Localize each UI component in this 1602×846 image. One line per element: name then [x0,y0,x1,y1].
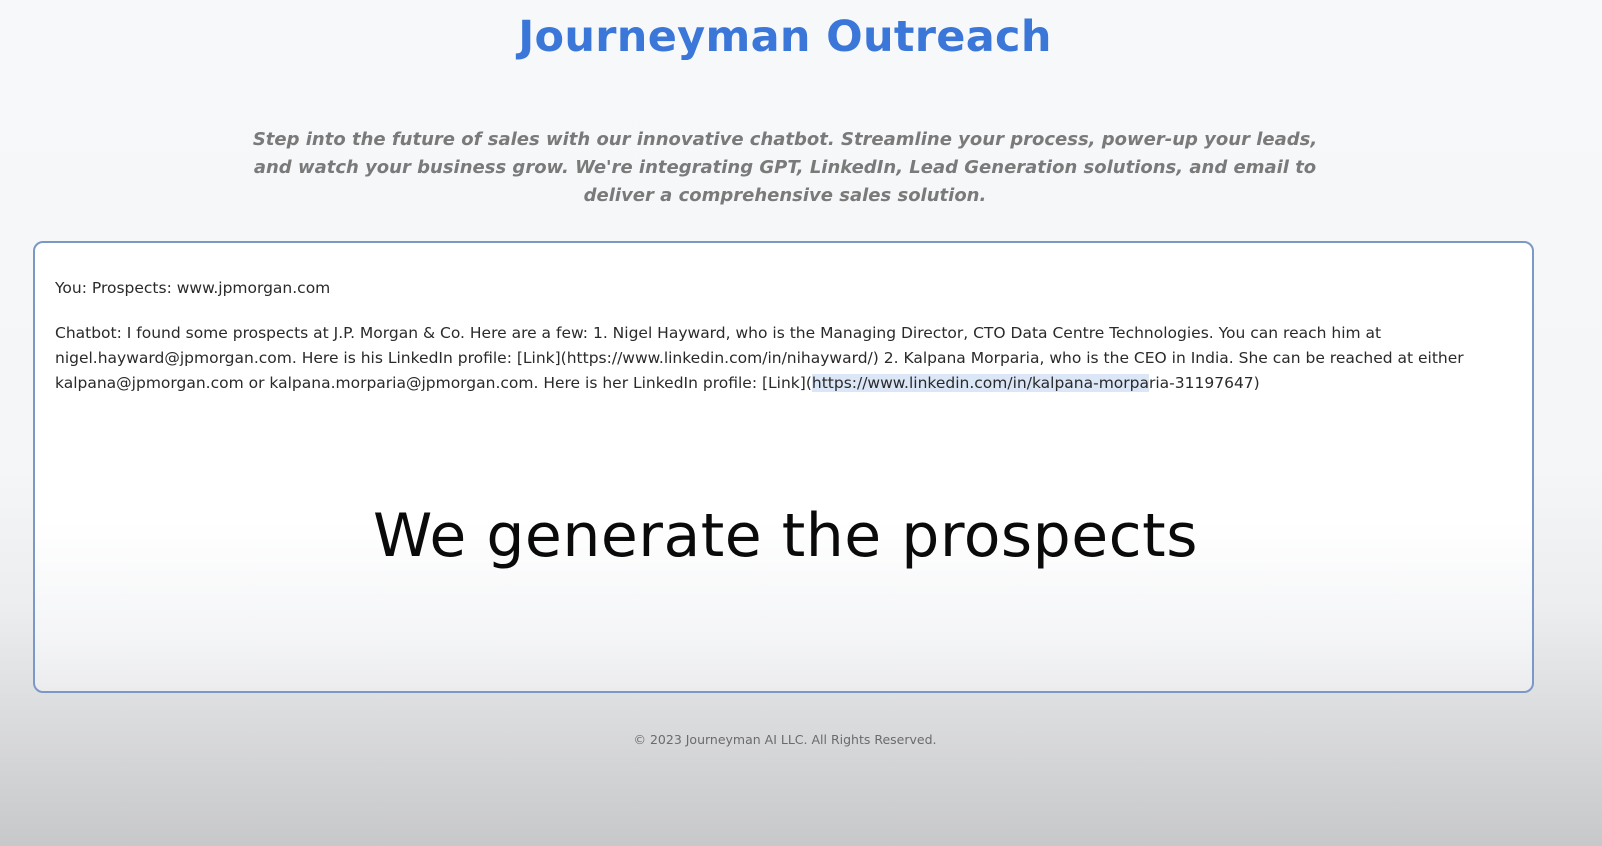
chatbot-message-text: Chatbot: I found some prospects at J.P. … [55,324,1464,392]
video-caption-overlay: We generate the prospects [373,501,1198,571]
chatbot-message[interactable]: Chatbot: I found some prospects at J.P. … [55,321,1495,396]
chat-output-panel[interactable]: You: Prospects: www.jpmorgan.com Chatbot… [33,241,1534,693]
user-message: You: Prospects: www.jpmorgan.com [55,279,331,297]
footer-copyright: © 2023 Journeyman AI LLC. All Rights Res… [633,732,937,747]
app-title: Journeyman Outreach [518,12,1052,62]
tagline: Step into the future of sales with our i… [252,129,1318,206]
chatbot-message-text-tail: ria-31197647) [1149,374,1260,392]
selected-text-highlight[interactable]: https://www.linkedin.com/in/kalpana-morp… [811,374,1149,392]
